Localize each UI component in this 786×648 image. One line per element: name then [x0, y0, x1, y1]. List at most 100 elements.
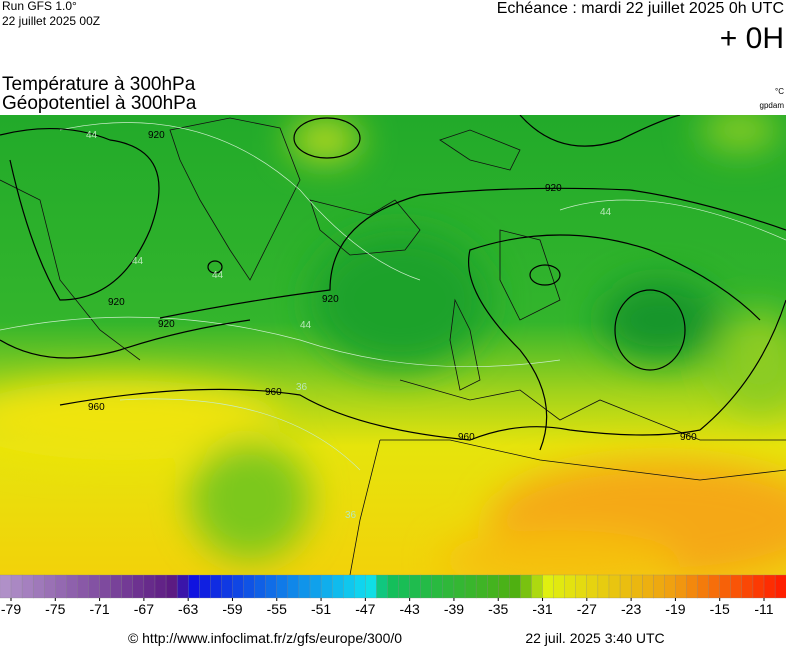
colorbar-swatch [99, 574, 112, 599]
run-date: 22 juillet 2025 00Z [2, 14, 100, 28]
colorbar-label: -15 [710, 601, 730, 617]
colorbar-swatch [675, 574, 687, 599]
contour-label: 920 [148, 130, 165, 141]
colorbar-swatch [387, 574, 400, 599]
colorbar-swatch [398, 574, 411, 599]
colorbar-swatch [686, 574, 699, 599]
colorbar-swatch [597, 574, 610, 599]
colorbar-label: -59 [222, 601, 242, 617]
echeance: Echéance : mardi 22 juillet 2025 0h UTC [497, 0, 784, 17]
contour-label: 960 [88, 402, 105, 413]
colorbar-swatch [66, 574, 78, 599]
colorbar-label: -75 [45, 601, 65, 617]
colorbar-swatch [487, 574, 499, 599]
colorbar-swatch [509, 574, 521, 599]
colorbar-swatch [475, 574, 488, 599]
colorbar-swatch [630, 574, 643, 599]
colorbar-swatch [520, 574, 532, 599]
colorbar-swatch [442, 574, 455, 599]
colorbar-label: -27 [577, 601, 597, 617]
contour-label: 960 [458, 432, 475, 443]
colorbar-swatch [343, 574, 355, 599]
colorbar-swatch [88, 574, 101, 599]
contour-label: 960 [680, 432, 697, 443]
offset: + 0H [720, 22, 784, 55]
colorbar-swatch [243, 574, 256, 599]
colorbar-label: -79 [1, 601, 21, 617]
colorbar-label: -19 [665, 601, 685, 617]
colorbar-label: -51 [311, 601, 331, 617]
isotherm-label: 44 [212, 270, 224, 281]
colorbar-swatch [287, 574, 300, 599]
contour-label: 920 [322, 294, 339, 305]
colorbar-swatch [531, 574, 543, 599]
colorbar-label: -31 [532, 601, 552, 617]
title-line2: Géopotentiel à 300hPa [2, 93, 197, 114]
colorbar-swatch [254, 574, 267, 599]
colorbar-swatch [763, 574, 776, 599]
colorbar-swatch [110, 574, 123, 599]
colorbar-swatch [664, 574, 676, 599]
colorbar-swatch [586, 574, 599, 599]
colorbar-swatch [653, 574, 665, 599]
isotherm-label: 44 [132, 256, 144, 267]
colorbar-swatch [376, 574, 388, 599]
colorbar-swatch [298, 574, 311, 599]
colorbar-swatch [21, 574, 34, 599]
colorbar-swatch [221, 574, 233, 599]
map: 920 920 920 920 920 960 960 960 960 44 4… [0, 115, 786, 575]
colorbar-swatch [331, 574, 344, 599]
geopotential-contours [0, 115, 786, 451]
colorbar-swatch [121, 574, 134, 599]
isotherm-label: 36 [345, 510, 357, 521]
colorbar-label: -63 [178, 601, 198, 617]
colorbar-swatch [542, 574, 555, 599]
colorbar-swatch [774, 574, 786, 599]
isotherms [0, 122, 786, 471]
colorbar-swatch [0, 574, 12, 599]
colorbar-label: -71 [89, 601, 109, 617]
colorbar-swatch [354, 574, 366, 599]
colorbar-swatch [752, 574, 765, 599]
unit-geo: gpdam [760, 101, 785, 110]
coastlines [0, 117, 786, 575]
colorbar-swatch [575, 574, 588, 599]
colorbar-swatch [697, 574, 710, 599]
contour-label: 920 [545, 183, 562, 194]
colorbar-swatch [619, 574, 632, 599]
colorbar-swatch [365, 574, 377, 599]
colorbar-swatch [55, 574, 67, 599]
unit-temp: °C [775, 87, 784, 96]
colorbar-swatch [210, 574, 222, 599]
colorbar-swatch [32, 574, 45, 599]
colorbar-label: -23 [621, 601, 641, 617]
source: © http://www.infoclimat.fr/z/gfs/europe/… [128, 630, 402, 646]
temperature-field [0, 115, 786, 575]
colorbar-swatch [409, 574, 422, 599]
colorbar-swatch [165, 574, 178, 599]
colorbar-label: -39 [444, 601, 464, 617]
colorbar-swatch [719, 574, 732, 599]
colorbar-swatch [420, 574, 433, 599]
colorbar-label: -43 [400, 601, 420, 617]
colorbar-swatch [464, 574, 477, 599]
colorbar-swatch [44, 574, 56, 599]
colorbar-label: -35 [488, 601, 508, 617]
colorbar-swatch [265, 574, 278, 599]
isotherm-label: 44 [600, 207, 612, 218]
colorbar: -79 -75 -71 -67 -63 -59 -55 -51 -47 -43 -39 -35 -31 -… [0, 574, 786, 617]
colorbar-label: -47 [355, 601, 375, 617]
colorbar-swatch [553, 574, 566, 599]
colorbar-swatch [77, 574, 89, 599]
contour-label: 920 [108, 297, 125, 308]
colorbar-swatch [232, 574, 244, 599]
isotherm-label: 44 [86, 130, 98, 141]
colorbar-swatch [143, 574, 156, 599]
isotherm-label: 36 [296, 382, 308, 393]
colorbar-swatch [309, 574, 322, 599]
colorbar-swatch [276, 574, 289, 599]
colorbar-swatch [453, 574, 466, 599]
colorbar-swatch [188, 574, 200, 599]
